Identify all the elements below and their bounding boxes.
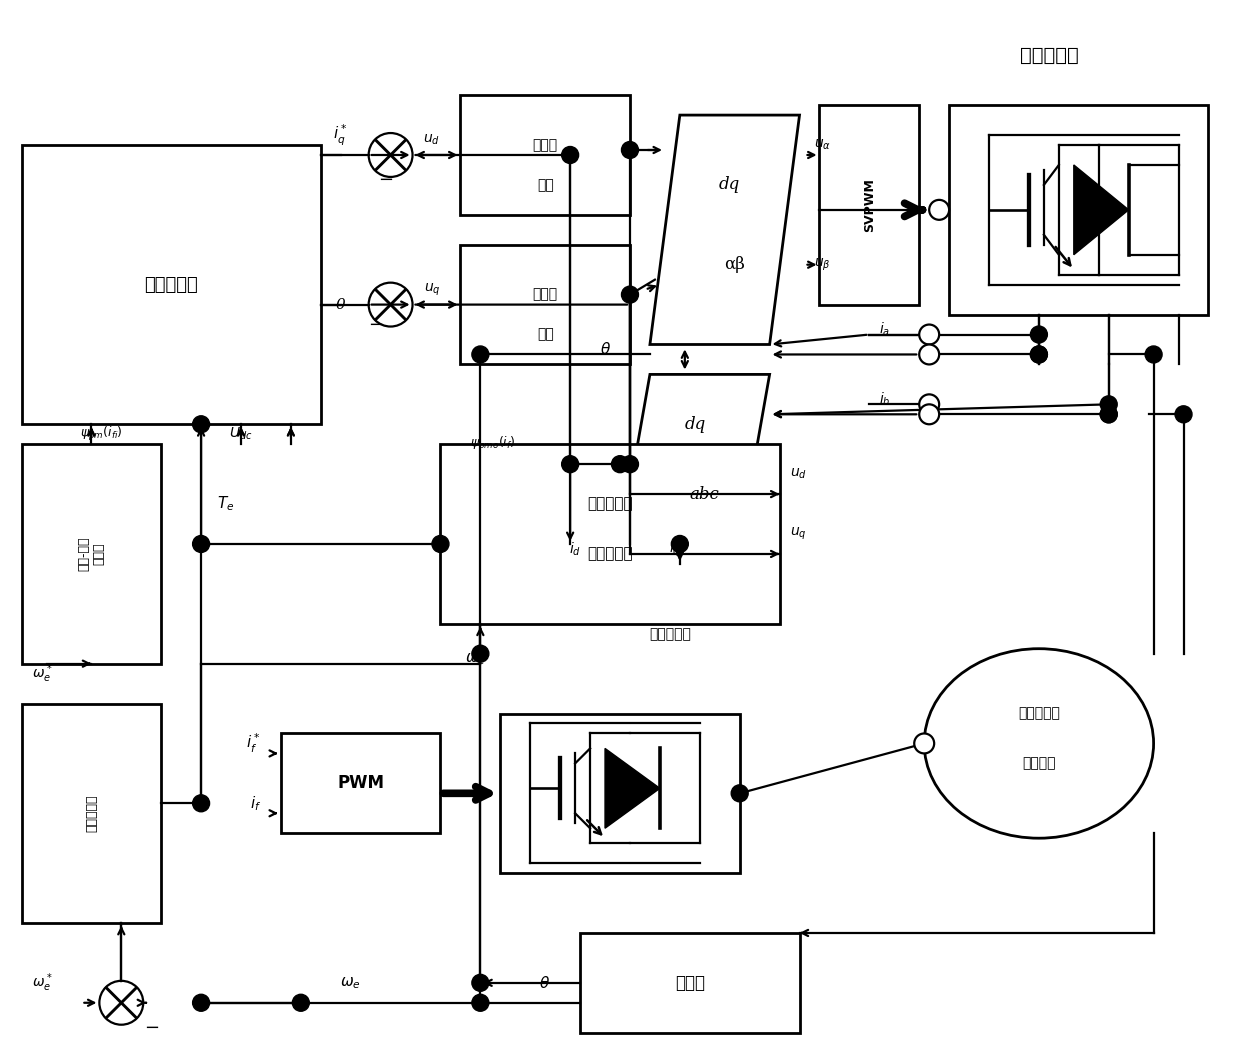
Circle shape xyxy=(472,975,489,992)
Bar xyxy=(949,105,1209,315)
Text: $\omega_e$: $\omega_e$ xyxy=(465,651,486,666)
Text: $i_q$: $i_q$ xyxy=(670,539,681,559)
Text: $\omega_e^*$: $\omega_e^*$ xyxy=(31,971,52,994)
Text: $i_q^*$: $i_q^*$ xyxy=(334,122,348,148)
Circle shape xyxy=(293,994,309,1011)
Circle shape xyxy=(1100,405,1117,422)
Text: 调磁变换器: 调磁变换器 xyxy=(649,627,691,641)
Text: 速度调节器: 速度调节器 xyxy=(84,795,98,832)
Circle shape xyxy=(192,535,210,552)
Text: αβ: αβ xyxy=(724,256,745,273)
Text: 磁链观测器: 磁链观测器 xyxy=(588,547,632,562)
Circle shape xyxy=(919,345,939,365)
Circle shape xyxy=(919,404,939,425)
Text: 电流分配器: 电流分配器 xyxy=(144,276,198,294)
Circle shape xyxy=(562,455,579,472)
Text: $\theta$: $\theta$ xyxy=(599,342,610,358)
Circle shape xyxy=(1030,346,1048,363)
Circle shape xyxy=(192,994,210,1011)
Text: $T_e$: $T_e$ xyxy=(217,495,234,514)
Bar xyxy=(21,145,321,425)
Bar xyxy=(21,445,161,664)
Text: dq: dq xyxy=(684,416,706,433)
Bar xyxy=(281,733,440,833)
Text: $i_f$: $i_f$ xyxy=(249,794,260,813)
Text: $u_d$: $u_d$ xyxy=(423,133,440,147)
Text: $\omega_e^*$: $\omega_e^*$ xyxy=(31,662,52,685)
Text: $i_b$: $i_b$ xyxy=(879,390,890,409)
Text: 电流调: 电流调 xyxy=(533,287,558,301)
Bar xyxy=(460,245,630,365)
Polygon shape xyxy=(1074,165,1128,254)
Text: $\theta$: $\theta$ xyxy=(539,975,551,991)
Text: $i_d$: $i_d$ xyxy=(569,541,582,558)
Circle shape xyxy=(914,733,934,753)
Text: PWM: PWM xyxy=(337,775,384,793)
Circle shape xyxy=(432,535,449,552)
Text: 速度-永磁
磁链表: 速度-永磁 磁链表 xyxy=(77,536,105,571)
Text: $u_\beta$: $u_\beta$ xyxy=(815,256,831,272)
Circle shape xyxy=(472,346,489,363)
Text: $U_{dc}$: $U_{dc}$ xyxy=(229,426,253,443)
Circle shape xyxy=(1100,396,1117,413)
Bar xyxy=(500,714,740,874)
Text: −: − xyxy=(378,171,393,189)
Text: $\psi_{pm}(i_{fi})$: $\psi_{pm}(i_{fi})$ xyxy=(81,426,123,444)
Text: $\omega_e$: $\omega_e$ xyxy=(340,975,361,991)
Text: 记忆电机: 记忆电机 xyxy=(1022,757,1055,770)
Text: dq: dq xyxy=(719,177,740,194)
Circle shape xyxy=(472,994,489,1011)
Circle shape xyxy=(621,286,639,303)
Text: $\psi_{pmo}(i_f)$: $\psi_{pmo}(i_f)$ xyxy=(470,435,516,453)
Text: 定子永磁型: 定子永磁型 xyxy=(1018,706,1060,720)
Circle shape xyxy=(472,645,489,662)
Text: 编码器: 编码器 xyxy=(675,974,704,992)
Circle shape xyxy=(1176,405,1192,422)
Text: 节器: 节器 xyxy=(537,178,553,192)
Text: $u_d$: $u_d$ xyxy=(790,467,806,481)
Text: $u_q$: $u_q$ xyxy=(424,282,440,298)
Circle shape xyxy=(611,455,629,472)
Text: −: − xyxy=(368,316,383,333)
Circle shape xyxy=(1030,326,1048,343)
Bar xyxy=(580,933,800,1033)
Bar xyxy=(440,445,780,624)
Circle shape xyxy=(1100,405,1117,422)
Text: 电流调: 电流调 xyxy=(533,138,558,152)
Text: −: − xyxy=(144,1018,159,1036)
Circle shape xyxy=(732,785,748,802)
Text: $u_\alpha$: $u_\alpha$ xyxy=(815,138,832,152)
Text: abc: abc xyxy=(689,485,719,502)
Text: $i_f^*$: $i_f^*$ xyxy=(247,732,260,755)
Bar xyxy=(21,703,161,922)
Bar xyxy=(820,105,919,304)
Text: 0: 0 xyxy=(336,298,346,312)
Circle shape xyxy=(671,535,688,552)
Circle shape xyxy=(192,416,210,433)
Text: $u_q$: $u_q$ xyxy=(790,526,806,543)
Circle shape xyxy=(919,325,939,345)
Text: 节器: 节器 xyxy=(537,328,553,342)
Circle shape xyxy=(1145,346,1162,363)
Text: SVPWM: SVPWM xyxy=(863,178,875,232)
Circle shape xyxy=(919,395,939,414)
Circle shape xyxy=(192,795,210,812)
Text: 三相逆变器: 三相逆变器 xyxy=(1019,46,1079,65)
Text: $i_a$: $i_a$ xyxy=(879,321,890,338)
Circle shape xyxy=(621,455,639,472)
Polygon shape xyxy=(605,748,660,828)
Bar xyxy=(460,95,630,215)
Circle shape xyxy=(562,147,579,164)
Circle shape xyxy=(621,142,639,159)
Circle shape xyxy=(1030,346,1048,363)
Text: 自适应永磁: 自适应永磁 xyxy=(588,497,632,512)
Polygon shape xyxy=(650,115,800,345)
Circle shape xyxy=(929,200,949,220)
Polygon shape xyxy=(620,375,770,544)
